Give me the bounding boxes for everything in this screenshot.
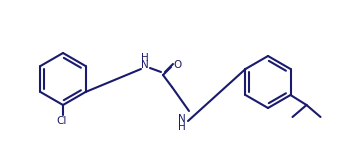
Text: O: O (173, 60, 181, 70)
Text: Cl: Cl (57, 116, 67, 126)
Text: H: H (178, 122, 186, 132)
Text: N: N (141, 60, 149, 70)
Text: H: H (141, 53, 149, 63)
Text: N: N (178, 114, 186, 124)
